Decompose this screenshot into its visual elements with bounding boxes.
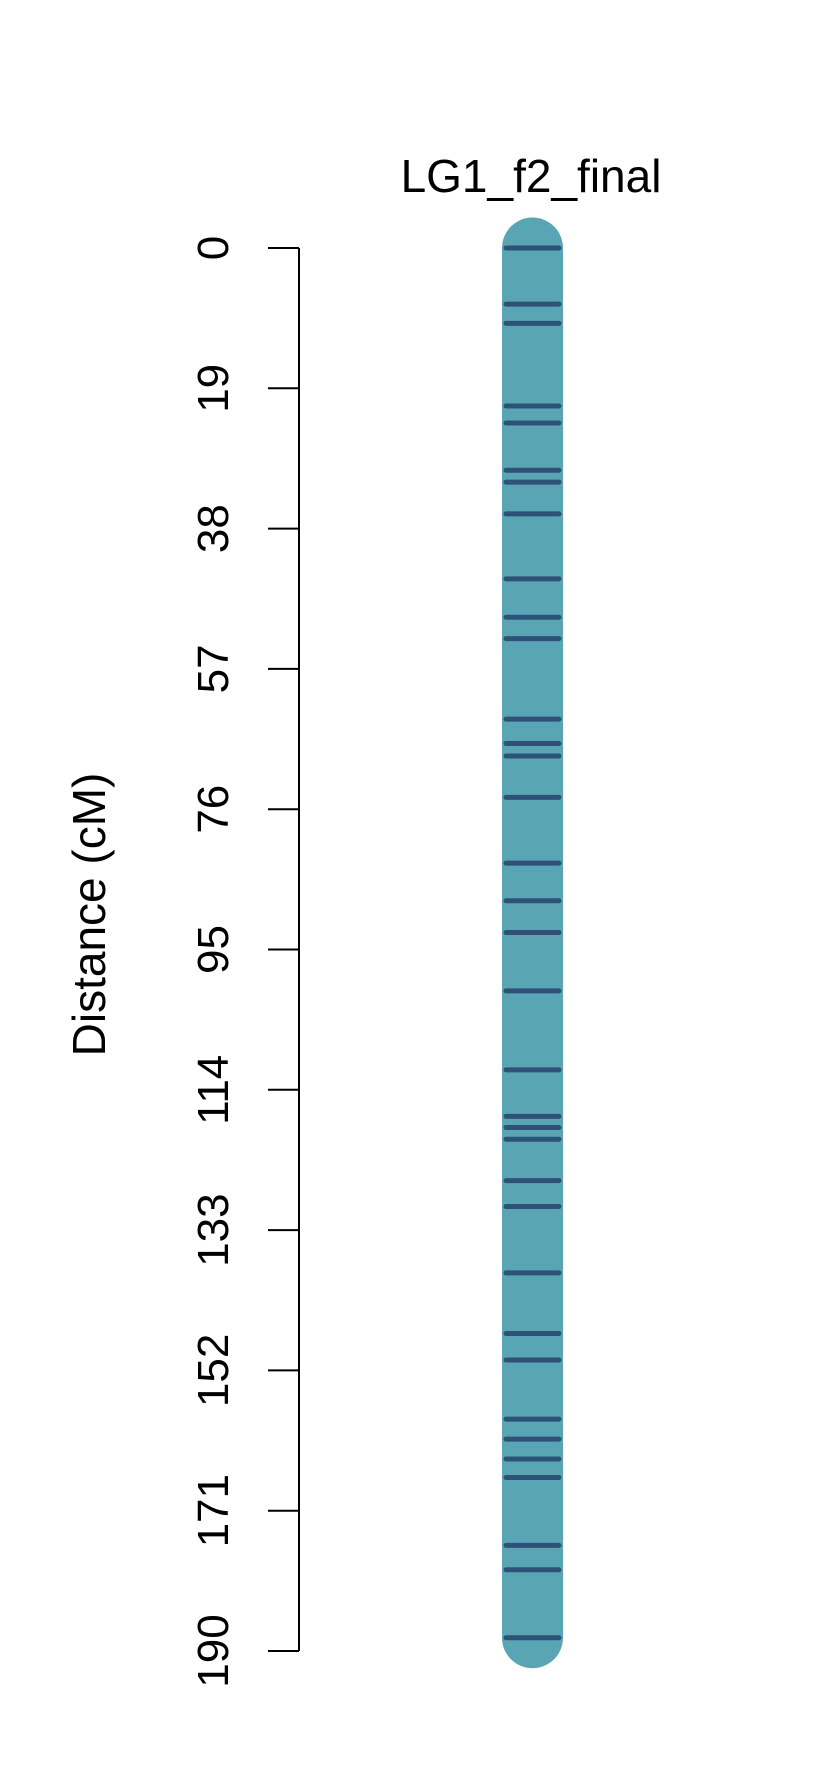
- y-axis-title: Distance (cM): [63, 773, 115, 1057]
- y-tick-label-38: 38: [189, 504, 238, 553]
- linkage-group-title: LG1_f2_final: [401, 150, 662, 202]
- y-axis: 0 19 38 57 76 95 114 133 152 171 190: [189, 236, 300, 1688]
- y-tick-label-57: 57: [189, 644, 238, 693]
- y-tick-label-95: 95: [189, 925, 238, 974]
- y-tick-label-133: 133: [189, 1193, 238, 1266]
- chromosome-bar: [502, 217, 563, 1669]
- y-tick-label-19: 19: [189, 364, 238, 413]
- y-tick-label-114: 114: [189, 1055, 238, 1125]
- y-tick-label-190: 190: [189, 1614, 238, 1687]
- y-tick-label-76: 76: [189, 785, 238, 834]
- y-tick-label-171: 171: [189, 1474, 238, 1547]
- y-tick-label-0: 0: [189, 236, 238, 260]
- linkage-group-lg1: [502, 217, 563, 1669]
- y-tick-label-152: 152: [189, 1334, 238, 1407]
